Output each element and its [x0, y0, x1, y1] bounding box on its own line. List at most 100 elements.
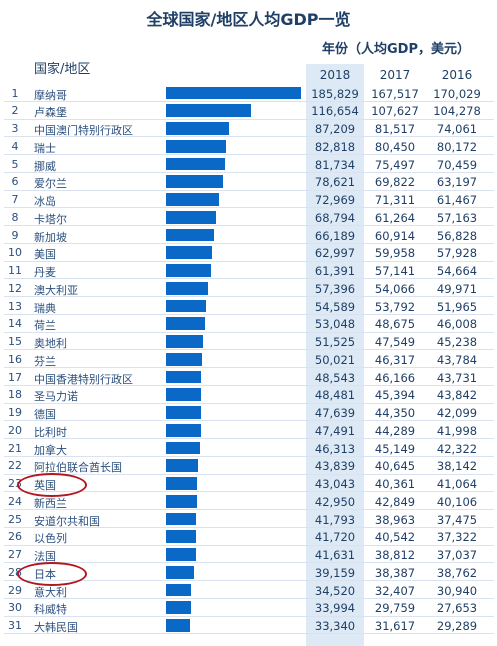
country-name: 新西兰	[34, 496, 67, 510]
gdp-value-2016: 57,163	[436, 210, 478, 225]
rank-number: 29	[8, 583, 22, 597]
row-divider	[4, 597, 494, 599]
gdp-value-2016: 61,467	[436, 193, 478, 207]
country-name: 中国澳门特别行政区	[34, 124, 133, 137]
gdp-bar-2018	[166, 139, 227, 153]
country-name: 加拿大	[34, 443, 67, 457]
gdp-bar-2018	[166, 512, 197, 526]
gdp-value-2017: 80,450	[374, 139, 416, 154]
gdp-value-2017: 59,958	[374, 246, 416, 261]
rank-number: 6	[11, 175, 19, 189]
year-header-2016: 2016	[441, 68, 473, 82]
row-divider	[4, 562, 494, 564]
rank-number: 8	[11, 210, 19, 224]
gdp-bar-2018	[166, 210, 216, 224]
row-divider	[4, 420, 494, 422]
gdp-value-2018: 48,543	[314, 370, 356, 385]
country-name: 奥地利	[34, 337, 67, 350]
gdp-value-2017: 60,914	[374, 228, 416, 243]
row-divider	[4, 526, 494, 528]
gdp-value-2018: 42,950	[314, 494, 356, 509]
rank-number: 25	[8, 512, 22, 526]
row-divider	[4, 331, 494, 333]
gdp-value-2017: 40,645	[374, 459, 416, 474]
gdp-value-2017: 46,317	[374, 352, 416, 367]
gdp-value-2016: 30,940	[436, 583, 478, 598]
gdp-bar-2018	[166, 157, 226, 171]
gdp-value-2018: 68,794	[314, 210, 356, 225]
country-name: 比利时	[34, 425, 67, 439]
gdp-value-2016: 38,142	[436, 459, 478, 474]
gdp-value-2017: 40,542	[374, 530, 416, 545]
rank-number: 31	[8, 619, 22, 632]
gdp-value-2016: 37,475	[436, 512, 478, 527]
gdp-value-2017: 45,394	[374, 388, 416, 403]
row-divider	[4, 171, 494, 173]
gdp-value-2018: 78,621	[314, 175, 356, 190]
gdp-value-2017: 69,822	[374, 175, 416, 190]
gdp-bar-2018	[166, 370, 202, 384]
country-name: 科威特	[34, 603, 67, 617]
row-divider	[4, 509, 494, 510]
gdp-value-2018: 34,520	[314, 583, 356, 598]
gdp-bar-2018	[166, 264, 211, 277]
gdp-value-2018: 185,829	[311, 86, 359, 101]
gdp-value-2016: 63,197	[436, 175, 478, 190]
gdp-value-2018: 87,209	[314, 122, 356, 136]
gdp-value-2016: 43,842	[436, 388, 478, 403]
gdp-bar-2018	[166, 548, 197, 561]
row-divider	[4, 118, 494, 120]
country-name: 美国	[34, 248, 56, 262]
country-name: 荷兰	[34, 319, 56, 333]
gdp-bar-2018	[166, 299, 206, 313]
country-name: 澳大利亚	[34, 283, 78, 297]
row-divider	[4, 313, 494, 315]
gdp-value-2018: 57,396	[314, 281, 356, 296]
gdp-value-2018: 62,997	[314, 246, 356, 261]
gdp-value-2018: 81,734	[314, 157, 356, 172]
rank-number: 22	[8, 459, 22, 473]
rank-number: 7	[11, 193, 19, 206]
gdp-value-2016: 27,653	[436, 601, 478, 616]
gdp-value-2017: 38,963	[374, 512, 416, 527]
gdp-value-2016: 170,029	[433, 86, 481, 101]
gdp-bar-2018	[166, 601, 191, 614]
rank-number: 3	[11, 122, 19, 135]
gdp-value-2018: 41,631	[314, 548, 356, 562]
gdp-bar-2018	[166, 423, 201, 437]
gdp-value-2016: 46,008	[436, 317, 478, 332]
row-divider	[4, 402, 494, 404]
rank-number: 12	[8, 281, 22, 295]
gdp-bar-2018	[166, 583, 192, 597]
gdp-value-2018: 41,793	[314, 512, 356, 527]
row-divider	[4, 278, 494, 280]
gdp-value-2016: 57,928	[436, 246, 478, 261]
country-name: 新加坡	[34, 230, 67, 244]
highlight-circle	[17, 473, 87, 497]
gdp-value-2016: 41,064	[436, 477, 478, 491]
gdp-value-2018: 72,969	[314, 193, 356, 207]
year-header-2018: 2018	[319, 68, 351, 82]
rank-number: 17	[8, 370, 22, 384]
gdp-value-2018: 61,391	[314, 264, 356, 278]
rank-number: 16	[8, 352, 22, 366]
gdp-value-2017: 40,361	[374, 477, 416, 491]
rank-number: 1	[11, 86, 19, 100]
gdp-bar-2018	[166, 122, 230, 135]
rank-number: 26	[8, 530, 22, 544]
gdp-value-2017: 46,166	[374, 370, 416, 385]
rank-number: 18	[8, 388, 22, 402]
rank-number: 13	[8, 299, 22, 313]
row-divider	[4, 491, 494, 493]
gdp-bar-2018	[166, 86, 301, 100]
gdp-bar-2018	[166, 352, 203, 366]
row-divider	[4, 384, 494, 386]
gdp-bar-2018	[166, 281, 208, 295]
country-name: 法国	[34, 550, 56, 563]
gdp-value-2017: 57,141	[374, 264, 416, 278]
gdp-value-2016: 38,762	[436, 565, 478, 580]
gdp-value-2016: 56,828	[436, 228, 478, 243]
rank-number: 20	[8, 423, 22, 437]
rank-number: 21	[8, 441, 22, 455]
gdp-value-2017: 48,675	[374, 317, 416, 332]
